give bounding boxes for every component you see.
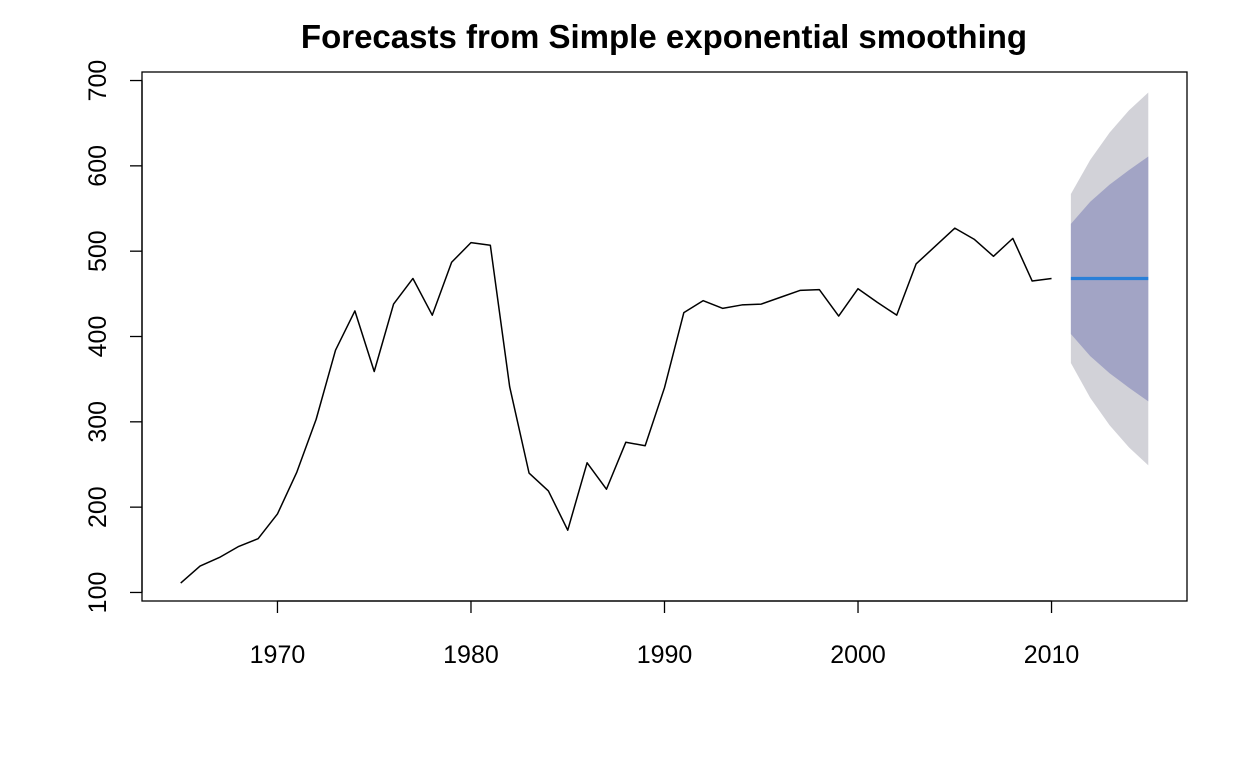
y-tick-label: 500 — [84, 230, 112, 272]
y-tick-label: 100 — [84, 572, 112, 614]
history-series — [180, 227, 1052, 584]
x-tick-label: 2000 — [830, 641, 886, 669]
x-tick-label: 2010 — [1024, 641, 1080, 669]
y-tick-label: 300 — [84, 401, 112, 443]
chart-title: Forecasts from Simple exponential smooth… — [301, 18, 1027, 55]
y-tick-label: 700 — [84, 60, 112, 102]
y-tick-label: 200 — [84, 486, 112, 528]
x-tick-label: 1970 — [250, 641, 306, 669]
x-tick-label: 1990 — [637, 641, 693, 669]
x-axis: 1970 1980 1990 2000 2010 — [250, 600, 1080, 669]
history-line — [180, 227, 1052, 584]
y-tick-label: 600 — [84, 145, 112, 187]
y-axis: 100 200 300 400 500 600 700 — [84, 60, 143, 614]
y-tick-label: 400 — [84, 316, 112, 358]
x-tick-label: 1980 — [443, 641, 499, 669]
plot-area-border — [141, 71, 1188, 602]
